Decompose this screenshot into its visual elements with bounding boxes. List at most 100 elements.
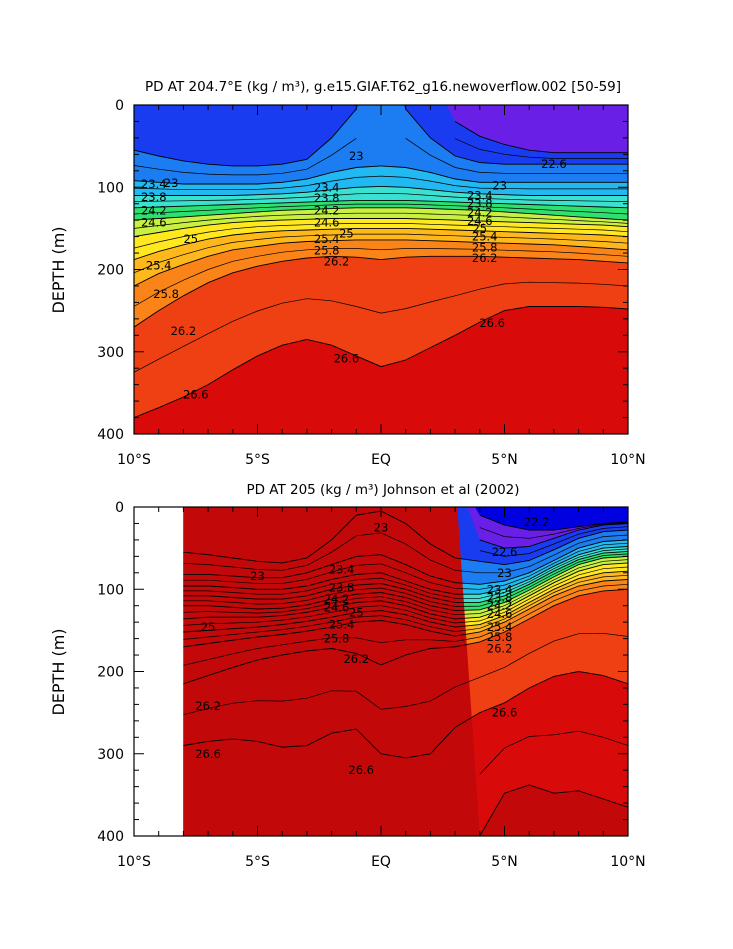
contour-line	[134, 306, 628, 419]
contour-label: 25	[201, 620, 216, 634]
contour-line	[183, 559, 628, 616]
contour-label: 24.6	[314, 216, 340, 230]
x-tick-label: 5°N	[491, 452, 517, 468]
contour-line	[134, 239, 628, 287]
contour-line	[183, 550, 628, 603]
contour-label: 23	[250, 569, 265, 583]
contour-label: 23.8	[141, 190, 167, 204]
contour-line	[183, 632, 628, 716]
contour-line	[183, 555, 628, 612]
contour-label: 23	[164, 176, 179, 190]
y-axis-label: DEPTH (m)	[49, 628, 68, 715]
contour-line	[134, 233, 628, 274]
contour-line	[134, 138, 628, 176]
contour-line	[134, 165, 628, 185]
contour-label: 23.4	[467, 189, 493, 203]
contour-line	[134, 185, 628, 196]
contour-line	[134, 108, 628, 167]
contour-line	[183, 548, 628, 599]
contour-label: 25.4	[329, 618, 355, 632]
y-axis-label: DEPTH (m)	[49, 226, 68, 313]
chart-title: PD AT 204.7°E (kg / m³), g.e15.GIAF.T62_…	[145, 79, 621, 95]
contour-label: 23	[492, 179, 507, 193]
contour-label: 26.2	[171, 324, 197, 338]
contour-label: 26.6	[195, 747, 221, 761]
contour-label: 25.8	[153, 287, 179, 301]
y-tick-label: 300	[97, 747, 124, 763]
contour-line	[183, 553, 628, 607]
contour-label: 25.8	[324, 632, 350, 646]
y-tick-label: 100	[97, 582, 124, 598]
contour-band	[183, 507, 628, 836]
contour-label: 24.6	[141, 216, 167, 230]
contour-label: 26.2	[487, 642, 513, 656]
x-tick-label: 10°N	[610, 854, 645, 870]
x-tick-label: 10°S	[117, 452, 151, 468]
contour-line	[134, 175, 628, 191]
contour-label: 23.4	[141, 177, 167, 191]
contour-line	[134, 212, 628, 229]
contour-label: 25.4	[487, 620, 513, 634]
contour-label: 25	[472, 221, 487, 235]
contour-line	[479, 784, 628, 836]
contour-label: 26.6	[334, 351, 360, 365]
contour-label: 24.6	[324, 600, 350, 614]
contour-line	[183, 539, 628, 585]
contour-line	[134, 203, 628, 215]
contour-line	[134, 223, 628, 249]
contour-label: 25	[349, 605, 364, 619]
contour-line	[134, 227, 628, 261]
contour-label: 25	[183, 232, 198, 246]
y-tick-label: 100	[97, 180, 124, 196]
chart-title: PD AT 205 (kg / m³) Johnson et al (2002)	[246, 482, 519, 498]
contour-line	[183, 546, 628, 595]
contour-label: 26.6	[348, 763, 374, 777]
contour-label: 23	[374, 521, 389, 535]
contour-line	[183, 562, 628, 620]
contour-line	[454, 138, 628, 159]
contour-label: 26.2	[343, 652, 369, 666]
contour-label: 23.4	[329, 563, 355, 577]
contour-label: 26.6	[492, 706, 518, 720]
contour-line	[134, 218, 628, 238]
contour-line	[479, 526, 628, 557]
contour-label: 24.6	[467, 214, 493, 228]
contour-field: 2323.423.824.224.62525.425.826.226.62323…	[134, 105, 628, 434]
y-tick-label: 300	[97, 345, 124, 361]
contour-label: 25.4	[314, 232, 340, 246]
x-tick-label: 10°S	[117, 854, 151, 870]
contour-label: 23.8	[314, 191, 340, 205]
contour-line	[134, 248, 628, 307]
contour-label: 26.6	[479, 316, 505, 330]
contour-line	[183, 583, 628, 666]
contour-label: 25	[339, 226, 354, 240]
contour-label: 23.4	[314, 180, 340, 194]
x-tick-label: EQ	[371, 854, 391, 870]
x-tick-label: 5°N	[491, 854, 517, 870]
y-tick-label: 200	[97, 263, 124, 279]
contour-line	[454, 121, 628, 154]
contour-line	[134, 255, 628, 328]
contour-label: 25.4	[146, 258, 172, 272]
contour-label: 26.6	[183, 388, 209, 402]
x-tick-label: EQ	[371, 452, 391, 468]
contour-band	[134, 306, 628, 434]
contour-line	[183, 588, 628, 685]
contour-label: 26.2	[324, 254, 350, 268]
contour-line	[134, 207, 628, 221]
contour-label: 24.2	[467, 206, 493, 220]
contour-label: 23	[349, 149, 364, 163]
contour-line	[183, 566, 628, 626]
contour-line	[183, 510, 628, 566]
contour-label: 25.8	[472, 240, 498, 254]
contour-label: 23.8	[487, 591, 513, 605]
y-tick-label: 0	[115, 98, 124, 114]
contour-line	[134, 281, 628, 373]
contour-line	[183, 574, 628, 640]
contour-label: 22.6	[541, 157, 567, 171]
x-tick-label: 10°N	[610, 452, 645, 468]
y-tick-label: 0	[115, 500, 124, 516]
contour-line	[183, 671, 628, 759]
